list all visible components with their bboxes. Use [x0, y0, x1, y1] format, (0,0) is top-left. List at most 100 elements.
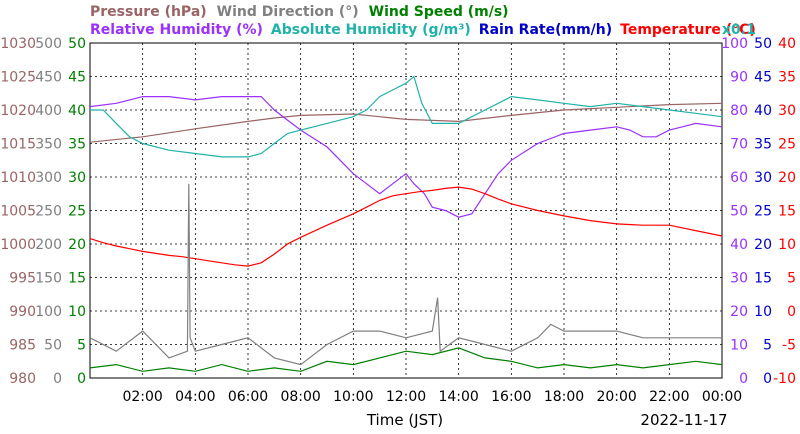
wind-speed-tick-label: 20 — [68, 237, 86, 253]
temperature-tick-label: 25 — [778, 137, 796, 153]
wind-speed-tick-label: 5 — [77, 338, 86, 354]
wind-direction-tick-label: 500 — [35, 36, 62, 52]
rain-rate-tick-label: 30 — [754, 170, 772, 186]
temperature-tick-label: 30 — [778, 103, 796, 119]
relative-humidity-tick-label: 40 — [730, 237, 748, 253]
wind-speed-tick-label: 10 — [68, 304, 86, 320]
temperature-tick-label: 35 — [778, 70, 796, 86]
pressure-tick-label: 1005 — [0, 204, 36, 220]
wind-speed-tick-label: 45 — [68, 70, 86, 86]
chart-grid — [90, 43, 722, 378]
rain-scale-note: x0.1 — [722, 22, 756, 38]
temperature-tick-label: 20 — [778, 170, 796, 186]
pressure-tick-label: 1010 — [0, 170, 36, 186]
wind-direction-tick-label: 150 — [35, 271, 62, 287]
temperature-tick-label: 10 — [778, 237, 796, 253]
wind-direction-tick-label: 0 — [53, 371, 62, 387]
pressure-tick-label: 1000 — [0, 237, 36, 253]
relative-humidity-tick-label: 100 — [721, 36, 748, 52]
wind-direction-tick-label: 50 — [44, 338, 62, 354]
wind-speed-tick-label: 50 — [68, 36, 86, 52]
x-tick-label: 08:00 — [280, 389, 320, 405]
chart-date: 2022-11-17 — [640, 411, 727, 429]
relative-humidity-tick-label: 10 — [730, 338, 748, 354]
relative-humidity-tick-label: 50 — [730, 204, 748, 220]
pressure-line — [89, 102, 723, 143]
x-tick-label: 02:00 — [122, 389, 162, 405]
wind-direction-tick-label: 350 — [35, 137, 62, 153]
legend-label: Wind Direction (°) — [217, 4, 359, 20]
wind-speed-tick-label: 0 — [77, 371, 86, 387]
x-tick-label: 16:00 — [491, 389, 531, 405]
pressure-tick-label: 995 — [9, 271, 36, 287]
x-tick-label: 22:00 — [649, 389, 689, 405]
absolute-humidity-line — [90, 75, 723, 158]
wind-speed-tick-label: 35 — [68, 137, 86, 153]
wind-direction-tick-label: 100 — [35, 304, 62, 320]
x-tick-label: 10:00 — [333, 389, 373, 405]
relative-humidity-tick-label: 0 — [739, 371, 748, 387]
pressure-tick-label: 1015 — [0, 137, 36, 153]
relative-humidity-tick-label: 70 — [730, 137, 748, 153]
wind-direction-tick-label: 400 — [35, 103, 62, 119]
series-layer — [89, 75, 723, 372]
wind-direction-line — [89, 183, 722, 366]
x-tick-label: 12:00 — [386, 389, 426, 405]
rain-rate-tick-label: 15 — [754, 271, 772, 287]
wind-speed-tick-label: 25 — [68, 204, 86, 220]
rain-rate-tick-label: 10 — [754, 304, 772, 320]
rain-rate-tick-label: 40 — [754, 103, 772, 119]
relative-humidity-tick-label: 30 — [730, 271, 748, 287]
pressure-tick-label: 990 — [9, 304, 36, 320]
relative-humidity-line — [89, 96, 723, 218]
wind-direction-tick-label: 450 — [35, 70, 62, 86]
legend-label: Rain Rate(mm/h) — [479, 22, 612, 38]
temperature-tick-label: 40 — [778, 36, 796, 52]
pressure-tick-label: 1025 — [0, 70, 36, 86]
rain-rate-tick-label: 50 — [754, 36, 772, 52]
x-tick-label: 06:00 — [228, 389, 268, 405]
pressure-tick-label: 985 — [9, 338, 36, 354]
wind-speed-tick-label: 40 — [68, 103, 86, 119]
wind-speed-tick-label: 30 — [68, 170, 86, 186]
relative-humidity-tick-label: 90 — [730, 70, 748, 86]
pressure-tick-label: 1030 — [0, 36, 36, 52]
pressure-tick-label: 1020 — [0, 103, 36, 119]
axes-layer: 1030102510201015101010051000995990985980… — [0, 36, 796, 405]
rain-rate-tick-label: 45 — [754, 70, 772, 86]
temperature-tick-label: -10 — [773, 371, 796, 387]
x-tick-label: 18:00 — [544, 389, 584, 405]
pressure-tick-label: 980 — [9, 371, 36, 387]
temperature-tick-label: 0 — [787, 304, 796, 320]
x-tick-label: 20:00 — [596, 389, 636, 405]
temperature-line — [89, 186, 723, 267]
rain-rate-tick-label: 5 — [763, 338, 772, 354]
chart-header: Pressure (hPa) Wind Direction (°) Wind Spe… — [90, 4, 756, 38]
temperature-tick-label: -5 — [782, 338, 796, 354]
legend-label: Absolute Humidity (g/m³) — [271, 22, 471, 38]
wind-speed-line — [89, 347, 723, 372]
legend-label: Relative Humidity (%) — [90, 22, 263, 38]
temperature-tick-label: 5 — [787, 271, 796, 287]
x-tick-label: 14:00 — [438, 389, 478, 405]
x-tick-label: 04:00 — [175, 389, 215, 405]
x-tick-label: 00:00 — [702, 389, 742, 405]
relative-humidity-tick-label: 20 — [730, 304, 748, 320]
temperature-tick-label: 15 — [778, 204, 796, 220]
wind-speed-tick-label: 15 — [68, 271, 86, 287]
rain-rate-tick-label: 0 — [763, 371, 772, 387]
legend-label: Pressure (hPa) — [90, 4, 207, 20]
wind-direction-tick-label: 300 — [35, 170, 62, 186]
relative-humidity-tick-label: 80 — [730, 103, 748, 119]
x-axis-title: Time (JST) — [366, 411, 443, 429]
rain-rate-tick-label: 25 — [754, 204, 772, 220]
rain-rate-tick-label: 35 — [754, 137, 772, 153]
wind-direction-tick-label: 250 — [35, 204, 62, 220]
legend-label: Wind Speed (m/s) — [369, 4, 509, 20]
relative-humidity-tick-label: 60 — [730, 170, 748, 186]
plot-frame — [89, 42, 723, 379]
legend-label: Temperature (°C) — [620, 22, 756, 38]
wind-direction-tick-label: 200 — [35, 237, 62, 253]
rain-rate-tick-label: 20 — [754, 237, 772, 253]
